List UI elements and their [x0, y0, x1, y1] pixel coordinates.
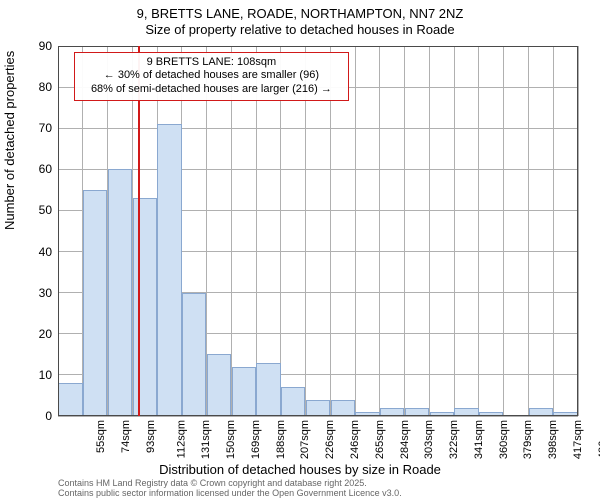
x-tick-label: 131sqm — [201, 420, 213, 459]
chart-title-line1: 9, BRETTS LANE, ROADE, NORTHAMPTON, NN7 … — [0, 6, 600, 21]
x-tick-label: 169sqm — [250, 420, 262, 459]
y-tick-label: 0 — [45, 409, 52, 423]
x-tick-label: 379sqm — [522, 420, 534, 459]
x-tick-label: 246sqm — [349, 420, 361, 459]
footer-line2: Contains public sector information licen… — [58, 488, 402, 498]
annotation-line: 9 BRETTS LANE: 108sqm — [81, 56, 343, 70]
x-tick-label: 150sqm — [225, 420, 237, 459]
y-tick-label: 80 — [39, 80, 52, 94]
chart-plot-area: 9 BRETTS LANE: 108sqm← 30% of detached h… — [58, 46, 578, 416]
x-axis-label: Distribution of detached houses by size … — [0, 462, 600, 477]
x-tick-label: 284sqm — [399, 420, 411, 459]
y-tick-label: 90 — [39, 39, 52, 53]
x-tick-label: 55sqm — [95, 420, 107, 453]
y-tick-label: 30 — [39, 286, 52, 300]
annotation-line: ← 30% of detached houses are smaller (96… — [81, 69, 343, 83]
x-tick-label: 112sqm — [175, 420, 187, 458]
annotation-line: 68% of semi-detached houses are larger (… — [81, 83, 343, 97]
x-tick-label: 398sqm — [547, 420, 559, 459]
chart-title-line2: Size of property relative to detached ho… — [0, 22, 600, 37]
chart-overlay: 9 BRETTS LANE: 108sqm← 30% of detached h… — [58, 46, 578, 416]
y-tick-label: 60 — [39, 162, 52, 176]
y-tick-label: 40 — [39, 245, 52, 259]
chart-footer: Contains HM Land Registry data © Crown c… — [58, 478, 402, 499]
x-tick-label: 226sqm — [324, 420, 336, 459]
x-tick-label: 417sqm — [572, 420, 584, 459]
x-tick-label: 322sqm — [448, 420, 460, 459]
y-tick-label: 70 — [39, 121, 52, 135]
y-tick-label: 20 — [39, 327, 52, 341]
annotation-box: 9 BRETTS LANE: 108sqm← 30% of detached h… — [74, 52, 350, 101]
y-axis-label: Number of detached properties — [2, 51, 17, 230]
reference-line — [138, 46, 140, 416]
x-tick-label: 265sqm — [374, 420, 386, 459]
y-tick-label: 10 — [39, 368, 52, 382]
y-tick-label: 50 — [39, 203, 52, 217]
x-tick-label: 360sqm — [498, 420, 510, 459]
x-tick-label: 188sqm — [275, 420, 287, 459]
x-tick-label: 303sqm — [423, 420, 435, 459]
x-tick-label: 341sqm — [473, 420, 485, 459]
x-tick-label: 207sqm — [300, 420, 312, 459]
x-tick-label: 74sqm — [120, 420, 132, 453]
x-tick-label: 93sqm — [145, 420, 157, 453]
footer-line1: Contains HM Land Registry data © Crown c… — [58, 478, 402, 488]
